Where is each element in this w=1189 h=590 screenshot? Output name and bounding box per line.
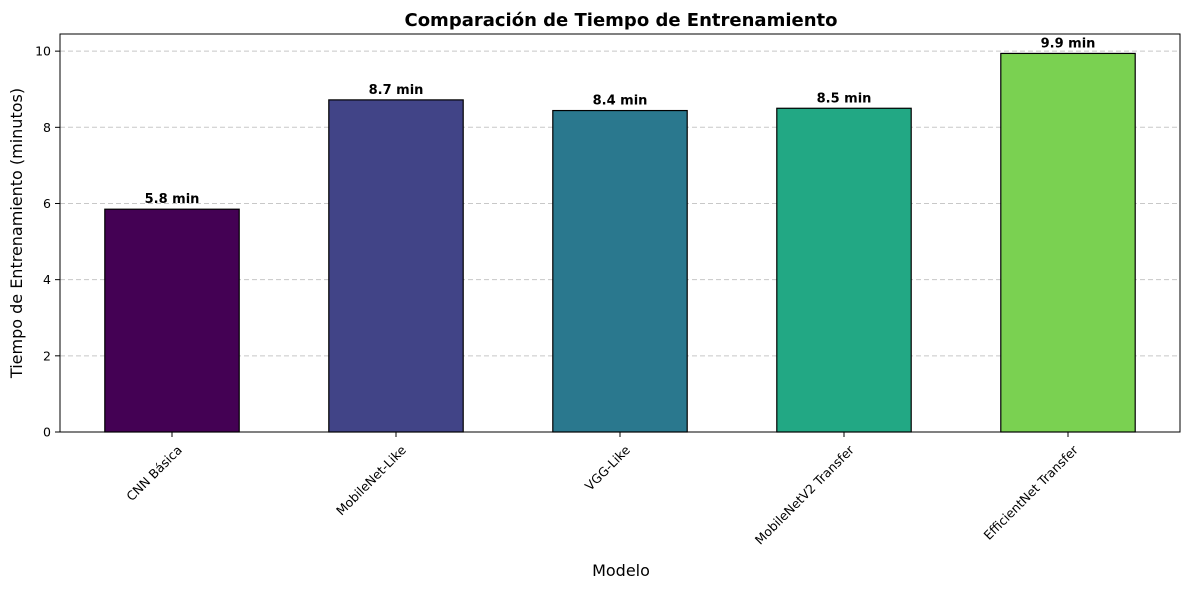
bar (1000, 52, 1136, 433)
x-tick-label: EfficientNet Transfer (980, 442, 1081, 543)
bar-value-label: 8.4 min (593, 94, 648, 109)
y-axis: 0 2 4 6 8 10 (35, 44, 60, 440)
y-tick-label: 2 (43, 348, 51, 363)
bar (552, 109, 688, 433)
bar (104, 208, 240, 433)
x-axis: CNN Básica MobileNet-Like VGG-Like MobileNe… (123, 432, 1082, 548)
x-tick-label: MobileNet-Like (333, 442, 409, 518)
data-labels: 5.8 min 8.7 min 8.4 min 8.5 min 9.9 min (145, 36, 1096, 207)
y-tick-label: 8 (43, 120, 51, 135)
bar-value-label: 8.7 min (369, 83, 424, 98)
y-tick-label: 0 (43, 425, 51, 440)
bar (328, 99, 464, 433)
y-axis-label: Tiempo de Entrenamiento (minutos) (7, 88, 26, 379)
x-tick-label: MobileNetV2 Transfer (752, 442, 858, 548)
y-tick-label: 4 (43, 272, 51, 287)
bar-value-label: 5.8 min (145, 192, 200, 207)
bars (104, 52, 1136, 433)
chart-title: Comparación de Tiempo de Entrenamiento (404, 10, 837, 31)
bar-value-label: 8.5 min (817, 91, 872, 106)
y-tick-label: 6 (43, 196, 51, 211)
bar-value-label: 9.9 min (1041, 36, 1096, 51)
x-axis-label: Modelo (592, 561, 650, 580)
x-tick-label: VGG-Like (582, 442, 633, 493)
y-tick-label: 10 (35, 44, 51, 59)
x-tick-label: CNN Básica (123, 442, 185, 504)
bar (776, 107, 912, 433)
